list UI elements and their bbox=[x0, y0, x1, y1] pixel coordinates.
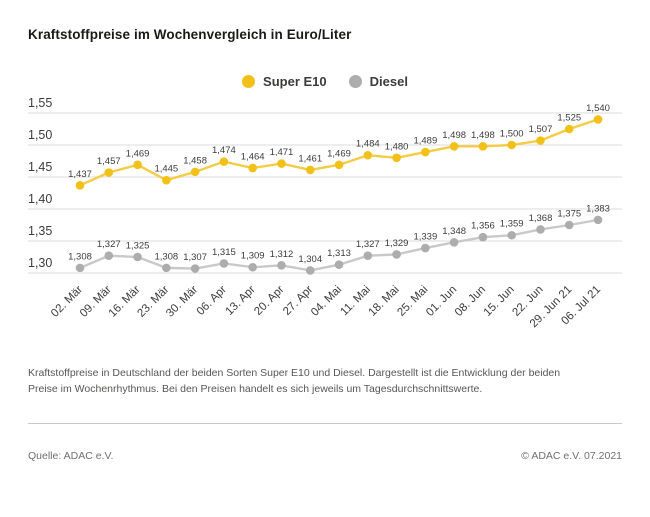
svg-text:01. Jun: 01. Jun bbox=[424, 284, 459, 319]
svg-text:1,471: 1,471 bbox=[270, 147, 294, 158]
svg-text:1,540: 1,540 bbox=[586, 103, 610, 114]
svg-text:04. Mai: 04. Mai bbox=[309, 284, 344, 319]
chart-legend: Super E10 Diesel bbox=[0, 74, 650, 89]
svg-text:1,480: 1,480 bbox=[385, 141, 409, 152]
svg-text:1,329: 1,329 bbox=[385, 238, 409, 249]
svg-text:1,359: 1,359 bbox=[500, 219, 524, 230]
svg-text:18. Mai: 18. Mai bbox=[367, 284, 402, 319]
svg-text:30. Mär: 30. Mär bbox=[164, 284, 200, 320]
svg-text:1,339: 1,339 bbox=[413, 232, 437, 243]
svg-text:1,469: 1,469 bbox=[327, 148, 351, 159]
svg-text:20. Apr: 20. Apr bbox=[252, 284, 286, 318]
svg-text:1,55: 1,55 bbox=[28, 98, 52, 110]
svg-text:1,383: 1,383 bbox=[586, 203, 610, 214]
svg-text:13. Apr: 13. Apr bbox=[224, 284, 258, 318]
svg-text:25. Mai: 25. Mai bbox=[395, 284, 430, 319]
svg-text:1,304: 1,304 bbox=[298, 254, 322, 265]
svg-text:1,348: 1,348 bbox=[442, 226, 466, 237]
svg-text:06. Apr: 06. Apr bbox=[195, 284, 229, 318]
svg-text:1,307: 1,307 bbox=[183, 252, 207, 263]
diesel-dot-icon bbox=[348, 75, 362, 88]
svg-text:1,312: 1,312 bbox=[270, 249, 294, 260]
svg-text:1,457: 1,457 bbox=[97, 156, 121, 167]
svg-text:1,368: 1,368 bbox=[529, 213, 553, 224]
svg-text:1,50: 1,50 bbox=[28, 128, 52, 142]
svg-text:1,325: 1,325 bbox=[126, 241, 150, 252]
svg-text:15. Jun: 15. Jun bbox=[482, 284, 517, 319]
svg-text:1,35: 1,35 bbox=[28, 224, 52, 238]
svg-text:1,464: 1,464 bbox=[241, 152, 265, 163]
svg-text:1,445: 1,445 bbox=[154, 164, 178, 175]
page-title: Kraftstoffpreise im Wochenvergleich in E… bbox=[28, 27, 352, 42]
svg-text:1,313: 1,313 bbox=[327, 248, 351, 259]
svg-text:1,40: 1,40 bbox=[28, 192, 52, 206]
svg-text:1,308: 1,308 bbox=[154, 251, 178, 262]
svg-text:08. Jun: 08. Jun bbox=[453, 284, 488, 319]
svg-text:1,315: 1,315 bbox=[212, 247, 236, 258]
svg-text:11. Mai: 11. Mai bbox=[338, 284, 373, 319]
svg-text:1,30: 1,30 bbox=[28, 256, 52, 270]
legend-item-diesel: Diesel bbox=[348, 74, 408, 89]
copyright-text: © ADAC e.V. 07.2021 bbox=[521, 450, 622, 462]
svg-text:1,308: 1,308 bbox=[68, 251, 92, 262]
svg-text:1,309: 1,309 bbox=[241, 251, 265, 262]
source-text: Quelle: ADAC e.V. bbox=[28, 450, 114, 462]
svg-text:1,356: 1,356 bbox=[471, 221, 495, 232]
svg-text:1,498: 1,498 bbox=[471, 130, 495, 141]
super-e10-dot-icon bbox=[242, 75, 256, 88]
footer-divider bbox=[28, 423, 622, 424]
legend-label-super-e10: Super E10 bbox=[263, 74, 327, 89]
svg-text:1,484: 1,484 bbox=[356, 139, 380, 150]
svg-text:1,45: 1,45 bbox=[28, 160, 52, 174]
svg-text:1,461: 1,461 bbox=[298, 153, 322, 164]
svg-text:1,525: 1,525 bbox=[557, 113, 581, 124]
svg-text:1,474: 1,474 bbox=[212, 145, 236, 156]
svg-text:1,375: 1,375 bbox=[557, 209, 581, 220]
chart-description: Kraftstoffpreise in Deutschland der beid… bbox=[28, 367, 561, 395]
svg-text:1,327: 1,327 bbox=[356, 239, 380, 250]
svg-text:1,500: 1,500 bbox=[500, 129, 524, 140]
svg-text:1,458: 1,458 bbox=[183, 155, 207, 166]
legend-label-diesel: Diesel bbox=[369, 74, 408, 89]
svg-text:1,507: 1,507 bbox=[529, 124, 553, 135]
svg-text:1,437: 1,437 bbox=[68, 169, 92, 180]
svg-text:1,489: 1,489 bbox=[413, 136, 437, 147]
svg-text:1,469: 1,469 bbox=[126, 148, 150, 159]
svg-text:1,498: 1,498 bbox=[442, 130, 466, 141]
svg-text:1,327: 1,327 bbox=[97, 239, 121, 250]
legend-item-super-e10: Super E10 bbox=[242, 74, 327, 89]
